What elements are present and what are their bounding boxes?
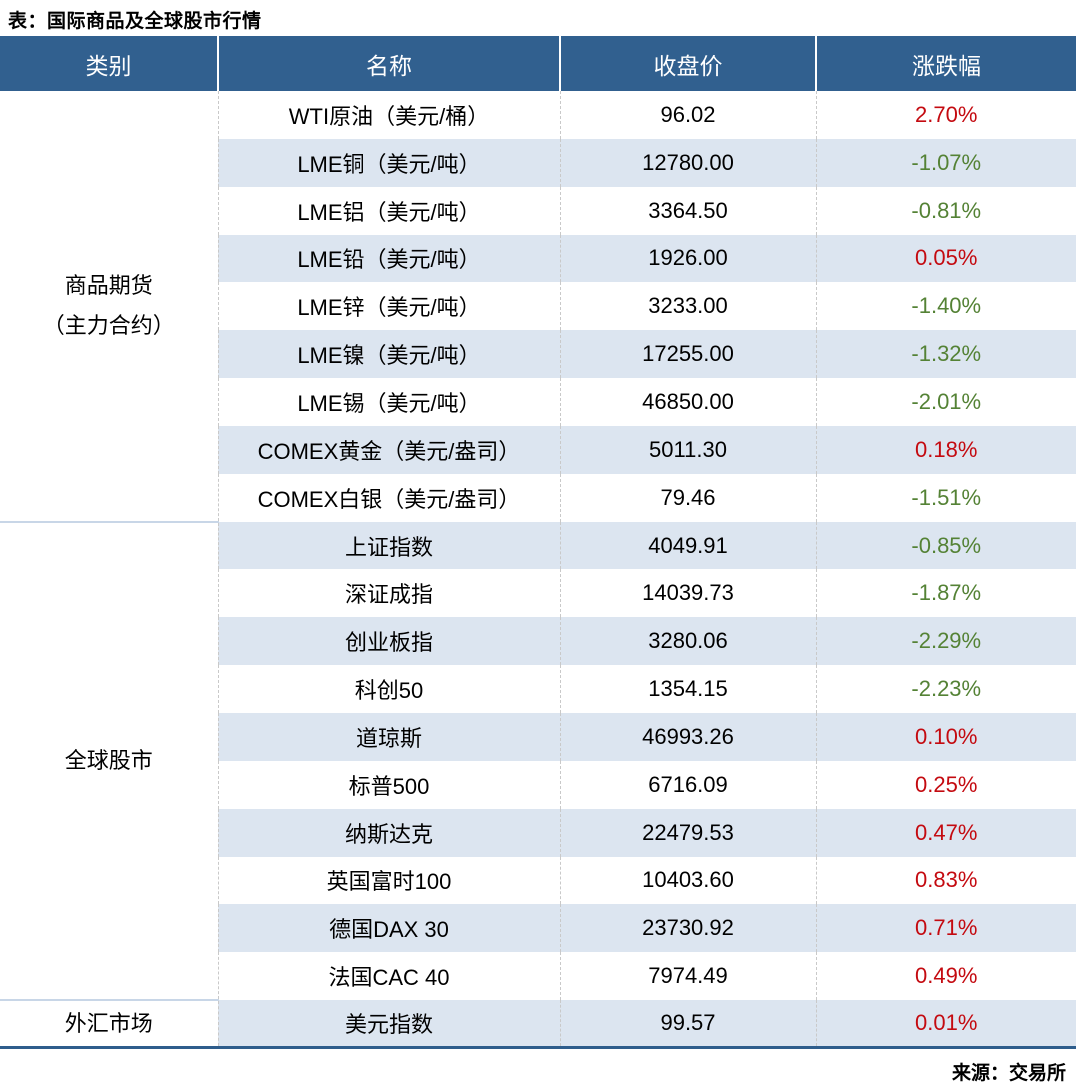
table-row: 英国富时100 10403.60 0.83% (0, 856, 1076, 905)
close-cell: 22479.53 (559, 808, 816, 857)
table-row: 全球股市 上证指数 4049.91 -0.85% (0, 520, 1076, 1001)
close-cell: 46850.00 (559, 378, 816, 426)
table-row: 道琼斯 46993.26 0.10% (0, 712, 1076, 761)
close-cell: 17255.00 (559, 330, 816, 379)
table-row: 科创50 1354.15 -2.23% (0, 665, 1076, 713)
column-header-close: 收盘价 (559, 36, 816, 91)
change-cell: 0.10% (815, 712, 1076, 761)
name-cell: WTI原油（美元/桶） (217, 91, 560, 139)
table-row: 深证成指 14039.73 -1.87% (0, 569, 1076, 618)
close-cell: 10403.60 (559, 856, 816, 905)
change-cell: -2.29% (815, 617, 1076, 666)
header-row: 类别 名称 收盘价 涨跌幅 (0, 36, 1076, 91)
table-row: 创业板指 3280.06 -2.29% (0, 617, 1076, 666)
change-cell: -1.51% (815, 473, 1076, 522)
table-row: 标普500 6716.09 0.25% (0, 760, 1076, 809)
close-cell: 23730.92 (559, 904, 816, 953)
name-cell: LME锌（美元/吨） (217, 282, 560, 331)
change-cell: -1.07% (815, 138, 1076, 187)
name-cell: 英国富时100 (217, 856, 560, 905)
change-cell: -2.01% (815, 378, 1076, 426)
category-cell-forex: 外汇市场 (0, 999, 218, 1048)
name-cell: 德国DAX 30 (217, 904, 560, 953)
change-cell: 2.70% (815, 91, 1076, 139)
close-cell: 14039.73 (559, 569, 816, 618)
name-cell: 创业板指 (217, 617, 560, 666)
table-row: 法国CAC 40 7974.49 0.49% (0, 952, 1076, 1001)
change-cell: 0.47% (815, 808, 1076, 857)
name-cell: LME铜（美元/吨） (217, 138, 560, 187)
column-header-name: 名称 (217, 36, 560, 91)
change-cell: -2.23% (815, 665, 1076, 713)
close-cell: 3280.06 (559, 617, 816, 666)
name-cell: LME铅（美元/吨） (217, 234, 560, 283)
close-cell: 46993.26 (559, 712, 816, 761)
name-cell: 道琼斯 (217, 712, 560, 761)
close-cell: 3233.00 (559, 282, 816, 331)
column-header-change: 涨跌幅 (815, 36, 1076, 91)
change-cell: 0.18% (815, 425, 1076, 474)
close-cell: 1926.00 (559, 234, 816, 283)
name-cell: 深证成指 (217, 569, 560, 618)
table-row: LME锡（美元/吨） 46850.00 -2.01% (0, 378, 1076, 426)
change-cell: 0.71% (815, 904, 1076, 953)
close-cell: 12780.00 (559, 138, 816, 187)
name-cell: COMEX白银（美元/盎司） (217, 473, 560, 522)
close-cell: 96.02 (559, 91, 816, 139)
table-row: 纳斯达克 22479.53 0.47% (0, 808, 1076, 857)
table-row: COMEX白银（美元/盎司） 79.46 -1.51% (0, 473, 1076, 522)
name-cell: LME镍（美元/吨） (217, 330, 560, 379)
name-cell: 科创50 (217, 665, 560, 713)
change-cell: -1.87% (815, 569, 1076, 618)
change-cell: 0.05% (815, 234, 1076, 283)
table-row: LME铜（美元/吨） 12780.00 -1.07% (0, 138, 1076, 187)
name-cell: 标普500 (217, 760, 560, 809)
change-cell: 0.49% (815, 952, 1076, 1001)
column-header-category: 类别 (0, 36, 218, 91)
category-cell-global-stocks: 全球股市 (0, 520, 218, 1001)
close-cell: 79.46 (559, 473, 816, 522)
name-cell: LME铝（美元/吨） (217, 186, 560, 235)
category-label-line1: 外汇市场 (64, 1010, 153, 1036)
category-label-line1: 商品期货 (64, 272, 153, 298)
table-row: LME铅（美元/吨） 1926.00 0.05% (0, 234, 1076, 283)
change-cell: 0.25% (815, 760, 1076, 809)
table-row: 商品期货 （主力合约） WTI原油（美元/桶） 96.02 2.70% (0, 91, 1076, 522)
table-row: 德国DAX 30 23730.92 0.71% (0, 904, 1076, 953)
name-cell: 法国CAC 40 (217, 952, 560, 1001)
table-row: 外汇市场 美元指数 99.57 0.01% (0, 999, 1076, 1048)
table-row: LME锌（美元/吨） 3233.00 -1.40% (0, 282, 1076, 331)
page-title: 表：国际商品及全球股市行情 (8, 11, 262, 32)
market-quotes-table: 类别 名称 收盘价 涨跌幅 商品期货 （主力合约） WTI原油（美元/桶） 96… (0, 36, 1076, 1050)
close-cell: 5011.30 (559, 425, 816, 474)
change-cell: -0.81% (815, 186, 1076, 235)
close-cell: 7974.49 (559, 952, 816, 1001)
change-cell: -0.85% (815, 521, 1076, 570)
change-cell: 0.83% (815, 856, 1076, 905)
name-cell: 纳斯达克 (217, 808, 560, 857)
table-row: LME铝（美元/吨） 3364.50 -0.81% (0, 186, 1076, 235)
name-cell: COMEX黄金（美元/盎司） (217, 425, 560, 474)
category-cell-commodity-futures: 商品期货 （主力合约） (0, 91, 218, 522)
change-cell: 0.01% (815, 1000, 1076, 1048)
close-cell: 3364.50 (559, 186, 816, 235)
name-cell: LME锡（美元/吨） (217, 378, 560, 426)
name-cell: 美元指数 (217, 1000, 560, 1048)
category-label-line2: （主力合约） (42, 312, 175, 338)
change-cell: -1.40% (815, 282, 1076, 331)
close-cell: 1354.15 (559, 665, 816, 713)
change-cell: -1.32% (815, 330, 1076, 379)
table-row: COMEX黄金（美元/盎司） 5011.30 0.18% (0, 425, 1076, 474)
close-cell: 6716.09 (559, 760, 816, 809)
close-cell: 4049.91 (559, 521, 816, 570)
category-label-line1: 全球股市 (64, 747, 153, 773)
close-cell: 99.57 (559, 1000, 816, 1048)
table-row: LME镍（美元/吨） 17255.00 -1.32% (0, 330, 1076, 379)
source-note: 来源：交易所 (951, 1063, 1066, 1085)
name-cell: 上证指数 (217, 521, 560, 570)
